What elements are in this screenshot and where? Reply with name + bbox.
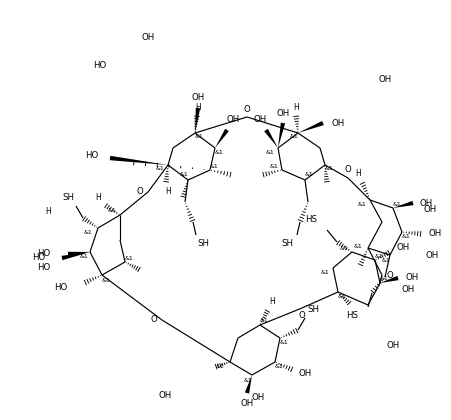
Text: &1: &1 (280, 339, 288, 344)
Text: OH: OH (141, 34, 155, 42)
Text: OH: OH (276, 108, 290, 118)
Text: &1: &1 (270, 163, 278, 168)
Text: HO: HO (37, 249, 50, 258)
Text: &1: &1 (215, 150, 223, 155)
Text: OH: OH (405, 273, 419, 283)
Text: O: O (137, 187, 143, 197)
Text: &1: &1 (108, 208, 116, 213)
Text: OH: OH (387, 341, 400, 349)
Text: &1: &1 (321, 270, 329, 275)
Text: OH: OH (401, 286, 414, 294)
Text: OH: OH (331, 118, 345, 128)
Polygon shape (380, 276, 399, 283)
Text: &1: &1 (393, 202, 401, 207)
Text: &1: &1 (275, 363, 283, 368)
Text: &1: &1 (83, 229, 92, 234)
Text: &1: &1 (260, 318, 268, 323)
Text: &1: &1 (354, 244, 362, 249)
Text: OH: OH (191, 94, 205, 102)
Text: &1: &1 (402, 234, 410, 239)
Text: OH: OH (226, 116, 239, 124)
Text: &1: &1 (80, 254, 88, 258)
Text: HO: HO (37, 263, 50, 273)
Polygon shape (215, 129, 229, 148)
Text: HS: HS (346, 310, 358, 320)
Text: HO: HO (85, 150, 98, 160)
Text: &1: &1 (244, 378, 253, 383)
Text: HO: HO (93, 60, 106, 69)
Text: OH: OH (425, 250, 439, 260)
Text: OH: OH (158, 391, 172, 399)
Text: HO: HO (32, 254, 45, 262)
Text: H: H (45, 207, 51, 216)
Text: H: H (165, 186, 171, 195)
Text: HS: HS (305, 215, 317, 225)
Text: O: O (299, 312, 305, 320)
Text: H: H (269, 297, 275, 307)
Text: &1: &1 (179, 171, 189, 176)
Text: H: H (355, 170, 361, 178)
Polygon shape (264, 129, 278, 148)
Text: O: O (151, 315, 157, 325)
Text: &1: &1 (266, 150, 274, 155)
Polygon shape (195, 108, 200, 133)
Text: OH: OH (240, 399, 253, 407)
Text: OH: OH (299, 370, 312, 378)
Polygon shape (393, 201, 414, 208)
Text: &1: &1 (338, 294, 346, 299)
Text: OH: OH (423, 205, 437, 215)
Text: &1: &1 (101, 278, 110, 284)
Text: OH: OH (251, 394, 265, 402)
Text: &1: &1 (210, 163, 218, 168)
Polygon shape (68, 252, 90, 256)
Polygon shape (61, 252, 90, 260)
Text: SH: SH (197, 239, 209, 247)
Text: &1: &1 (195, 134, 203, 139)
Text: O: O (345, 165, 351, 174)
Polygon shape (278, 123, 285, 148)
Text: &1: &1 (380, 276, 388, 281)
Text: &1: &1 (304, 171, 313, 176)
Text: SH: SH (281, 239, 293, 247)
Text: &1: &1 (340, 246, 348, 250)
Text: SH: SH (307, 305, 319, 315)
Text: OH: OH (396, 244, 410, 252)
Text: H: H (293, 102, 299, 111)
Text: HO: HO (54, 283, 67, 291)
Text: O: O (387, 270, 393, 279)
Text: &1: &1 (382, 258, 391, 263)
Polygon shape (298, 121, 324, 133)
Text: &1: &1 (290, 134, 299, 139)
Text: SH: SH (62, 194, 74, 202)
Text: OH: OH (428, 229, 442, 239)
Text: O: O (244, 105, 250, 113)
Text: &1: &1 (156, 166, 164, 171)
Text: H: H (195, 102, 201, 111)
Text: OH: OH (419, 199, 433, 207)
Polygon shape (245, 375, 252, 394)
Text: &1: &1 (358, 202, 366, 207)
Text: &1: &1 (124, 255, 133, 260)
Text: &1: &1 (375, 254, 383, 258)
Text: &1: &1 (216, 363, 225, 368)
Polygon shape (110, 156, 168, 165)
Text: &1: &1 (325, 166, 333, 171)
Text: OH: OH (253, 116, 267, 124)
Text: OH: OH (378, 76, 391, 84)
Text: H: H (95, 192, 101, 202)
